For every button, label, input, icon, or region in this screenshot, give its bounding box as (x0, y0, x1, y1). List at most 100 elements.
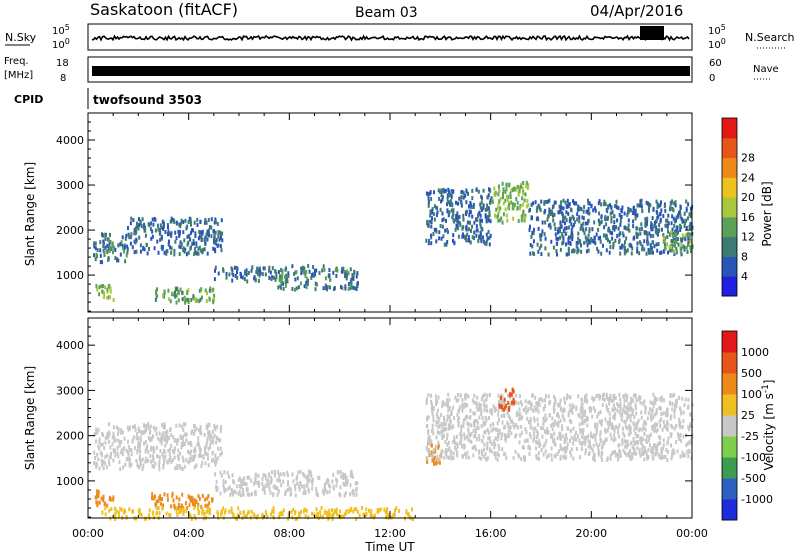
echo-cell (621, 243, 624, 248)
echo-cell (307, 263, 310, 268)
echo-cell (609, 421, 611, 426)
colorbar-swatch (722, 331, 737, 353)
echo-cell (632, 219, 635, 224)
echo-cell (277, 270, 280, 274)
echo-cell (309, 470, 312, 475)
echo-cell (648, 407, 651, 412)
echo-cell (646, 234, 649, 239)
echo-cell (556, 252, 558, 257)
echo-cell (471, 188, 474, 193)
echo-cell (478, 415, 481, 420)
echo-cell (582, 420, 585, 425)
echo-cell (652, 250, 654, 255)
echo-cell (385, 515, 387, 520)
echo-cell (134, 445, 137, 450)
echo-cell (178, 232, 181, 237)
echo-cell (509, 195, 512, 200)
echo-cell (507, 205, 510, 210)
echo-cell (564, 446, 567, 451)
echo-cell (679, 454, 682, 459)
echo-cell (652, 207, 655, 212)
echo-cell (139, 438, 142, 443)
echo-cell (626, 439, 629, 444)
echo-cell (488, 210, 491, 215)
echo-cell (152, 446, 155, 451)
echo-cell (599, 430, 602, 435)
echo-cell (171, 291, 174, 296)
echo-cell (648, 438, 650, 443)
echo-cell (530, 202, 533, 207)
echo-cell (681, 425, 684, 430)
echo-cell (597, 445, 600, 450)
echo-cell (162, 224, 165, 229)
echo-cell (664, 246, 666, 251)
echo-cell (540, 252, 543, 257)
echo-cell (111, 244, 114, 249)
echo-cell (514, 434, 517, 439)
echo-cell (505, 403, 508, 408)
echo-cell (563, 418, 566, 422)
echo-cell (558, 210, 561, 215)
echo-cell (554, 419, 556, 424)
frequency-panel: Freq. [MHz] 18 8 60 0 Nave (4, 56, 779, 84)
echo-cell (468, 455, 471, 460)
echo-cell (257, 484, 260, 488)
echo-cell (159, 227, 161, 232)
velocity-colorbar-tick: -1000 (741, 493, 773, 506)
mhz-label: [MHz] (4, 70, 33, 81)
echo-cell (640, 204, 643, 209)
echo-cell (114, 506, 117, 511)
echo-cell (599, 239, 602, 244)
colorbar-swatch (722, 256, 737, 277)
echo-cell (655, 199, 658, 204)
echo-cell (448, 200, 451, 205)
echo-cell (476, 218, 479, 223)
echo-cell (158, 431, 161, 436)
echo-cell (189, 498, 192, 503)
echo-cell (431, 207, 434, 212)
echo-cell (625, 249, 628, 254)
echo-cell (316, 511, 319, 516)
echo-cell (656, 428, 659, 433)
echo-cell (440, 236, 443, 241)
echo-cell (471, 196, 474, 201)
echo-cell (246, 492, 249, 497)
echo-cell (638, 203, 641, 208)
echo-cell (580, 249, 583, 254)
echo-cell (427, 436, 430, 441)
echo-cell (557, 230, 559, 235)
echo-cell (553, 222, 556, 227)
echo-cell (145, 516, 147, 521)
echo-cell (186, 235, 189, 239)
echo-cell (265, 511, 268, 516)
echo-cell (296, 516, 299, 521)
echo-cell (199, 230, 202, 235)
echo-cell (101, 431, 103, 436)
echo-cell (193, 220, 196, 225)
echo-cell (201, 231, 204, 236)
echo-cell (638, 251, 641, 256)
echo-cell (553, 431, 556, 436)
echo-cell (652, 233, 655, 238)
y-tick-label: 4000 (56, 339, 84, 352)
echo-cell (458, 405, 461, 410)
echo-cell (143, 423, 146, 428)
echo-cell (120, 430, 123, 435)
velocity-colorbar-tick: 1000 (741, 346, 769, 359)
echo-cell (501, 407, 504, 412)
echo-cell (613, 214, 615, 219)
echo-cell (477, 213, 479, 218)
echo-cell (172, 450, 175, 455)
echo-cell (214, 268, 216, 273)
echo-cell (494, 436, 497, 441)
echo-cell (550, 457, 553, 462)
echo-cell (122, 246, 125, 251)
echo-cell (448, 397, 451, 402)
echo-cell (170, 216, 173, 221)
echo-cell (446, 418, 449, 422)
echo-cell (248, 475, 251, 480)
y-tick-label: 1000 (56, 269, 84, 282)
echo-cell (206, 439, 209, 444)
echo-cell (562, 240, 565, 245)
echo-cell (674, 408, 677, 412)
